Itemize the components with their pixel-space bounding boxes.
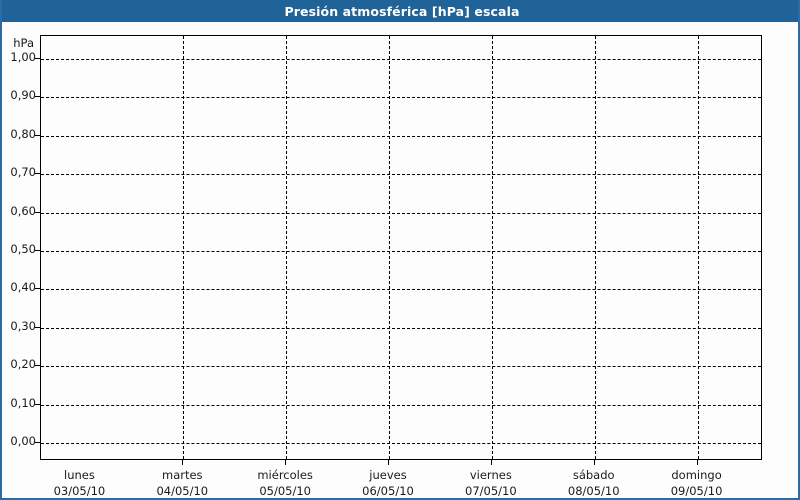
gridline-horizontal [41, 97, 761, 99]
y-axis-unit-label: hPa [13, 36, 34, 50]
gridline-horizontal [41, 443, 761, 444]
x-tick-date-label: 08/05/10 [567, 483, 620, 498]
gridline-vertical [697, 36, 699, 459]
x-tick-date-label: 03/05/10 [53, 483, 106, 498]
y-tick-label: 0,40 [10, 280, 36, 295]
y-tick-mark [35, 288, 40, 290]
x-tick-date-label: 06/05/10 [362, 483, 414, 498]
gridline-horizontal [41, 366, 761, 368]
y-tick-label: 0,30 [10, 318, 36, 333]
y-tick-label: 0,10 [10, 395, 36, 410]
x-tick-label-group: martes 04/05/10 [122, 468, 242, 498]
x-tick-mark [285, 460, 287, 465]
gridline-vertical [594, 36, 596, 459]
x-tick-mark [388, 460, 389, 465]
x-tick-day-label: lunes [64, 468, 95, 482]
y-tick-label: 0,50 [10, 242, 36, 256]
gridline-horizontal [41, 135, 761, 137]
y-tick-label: 0,70 [10, 165, 36, 180]
y-tick-label: 0,00 [10, 434, 36, 448]
y-tick-mark [35, 403, 40, 405]
x-tick-label-group: viernes 07/05/10 [431, 468, 551, 498]
y-tick-label: 0,90 [10, 88, 36, 103]
x-tick-day-label: viernes [469, 468, 512, 482]
window-title-bar: Presión atmosférica [hPa] escala [2, 0, 798, 22]
y-tick-label: 1,00 [10, 50, 36, 64]
y-tick-label: 0,20 [10, 357, 36, 372]
gridline-horizontal [41, 404, 761, 406]
x-tick-day-label: miércoles [257, 468, 313, 482]
page-title: Presión atmosférica [hPa] escala [284, 3, 520, 19]
x-tick-day-label: jueves [369, 468, 407, 482]
y-tick-mark [35, 58, 40, 59]
gridline-vertical [491, 36, 493, 459]
gridline-vertical [389, 36, 390, 459]
x-tick-mark [182, 460, 184, 465]
x-tick-label-group: sábado 08/05/10 [534, 468, 654, 498]
y-tick-mark [35, 250, 40, 251]
y-tick-mark [35, 173, 40, 175]
y-tick-label: 0,80 [10, 126, 36, 141]
x-tick-day-label: martes [162, 468, 203, 482]
x-tick-label-group: miércoles 05/05/10 [225, 468, 345, 498]
x-tick-day-label: domingo [671, 468, 722, 482]
gridline-horizontal [41, 289, 761, 291]
x-tick-label-group: jueves 06/05/10 [328, 468, 448, 498]
y-tick-mark [35, 96, 40, 98]
y-tick-mark [35, 365, 40, 367]
y-tick-label: 0,60 [10, 203, 36, 218]
gridline-horizontal [41, 59, 761, 60]
x-tick-mark [696, 460, 698, 465]
x-tick-date-label: 04/05/10 [156, 483, 209, 498]
gridline-horizontal [41, 174, 761, 176]
gridline-vertical [286, 36, 288, 459]
y-tick-mark [35, 326, 40, 328]
x-tick-date-label: 09/05/10 [670, 483, 723, 498]
y-tick-mark [35, 442, 40, 443]
plot-area [40, 35, 762, 460]
gridline-vertical [183, 36, 185, 459]
x-tick-day-label: sábado [572, 468, 615, 482]
gridline-horizontal [41, 251, 761, 252]
gridline-horizontal [41, 212, 761, 214]
x-tick-mark [490, 460, 492, 465]
x-tick-label-group: lunes 03/05/10 [19, 468, 139, 498]
x-tick-date-label: 07/05/10 [465, 483, 517, 498]
x-tick-mark [593, 460, 595, 465]
y-tick-mark [35, 211, 40, 213]
x-tick-label-group: domingo 09/05/10 [637, 468, 757, 498]
y-tick-mark [35, 134, 40, 136]
x-tick-date-label: 05/05/10 [259, 483, 311, 498]
gridline-horizontal [41, 327, 761, 329]
